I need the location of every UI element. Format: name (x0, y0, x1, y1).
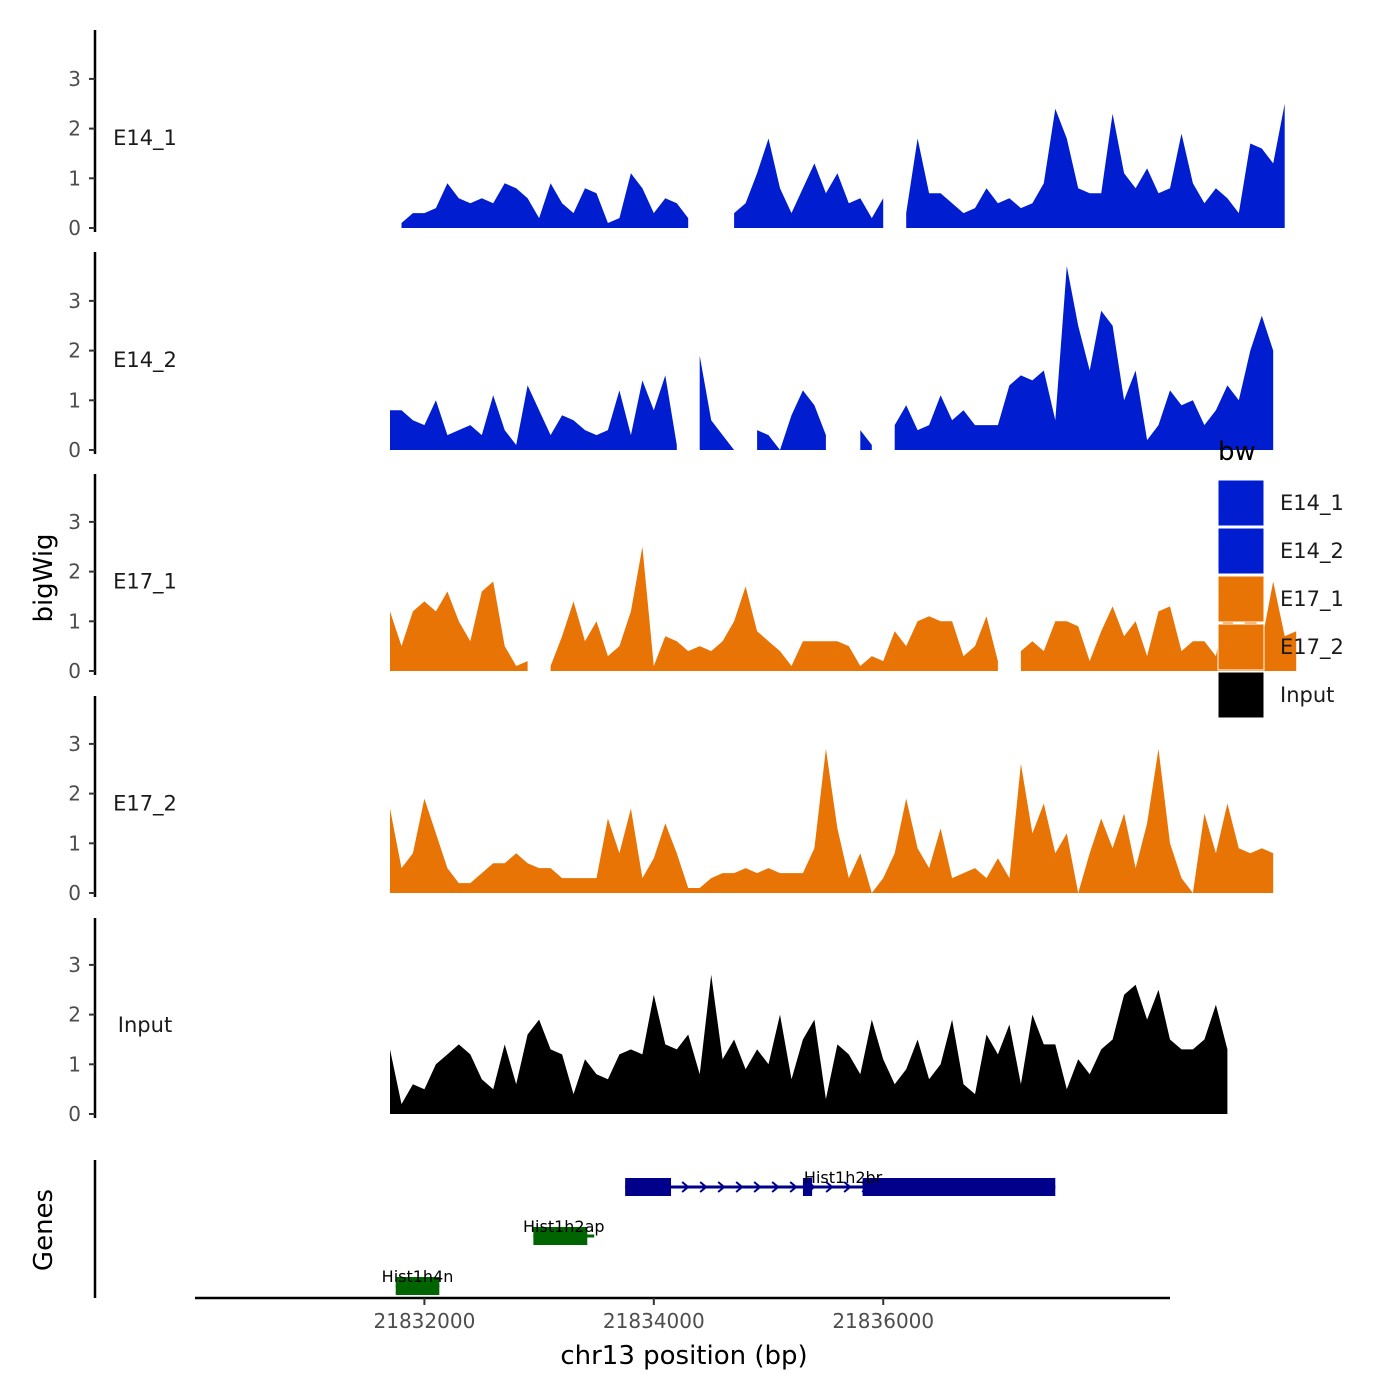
track-e14-1: 0 1 2 3 E14_1 (68, 30, 1285, 240)
x-tick-label-21832000: 21832000 (374, 1309, 476, 1333)
area-e14-2-segment-3 (860, 430, 872, 450)
strand-arrow-hist1h2br (843, 1181, 852, 1193)
y-tick-label-e14-1-3: 3 (68, 67, 81, 91)
y-tick-label-e14-1-0: 0 (68, 216, 81, 240)
legend-swatch-e17-1 (1217, 575, 1265, 623)
legend-label-e14-2: E14_2 (1280, 539, 1344, 564)
track-e17-2: 0 1 2 3 E17_2 (68, 696, 1274, 905)
strand-arrow-hist1h2br (789, 1181, 798, 1193)
area-e14-1-segment-1 (734, 138, 884, 228)
y-tick-label-input-3: 3 (68, 953, 81, 977)
legend-swatch-e14-1 (1217, 479, 1265, 527)
legend-swatch-e17-2 (1217, 623, 1265, 671)
track-label-e14-1: E14_1 (113, 126, 177, 151)
y-tick-label-e14-2-2: 2 (68, 339, 81, 363)
gene-label-hist1h4n: Hist1h4n (382, 1267, 454, 1286)
y-tick-label-input-2: 2 (68, 1003, 81, 1027)
area-e14-1-segment-0 (401, 173, 689, 228)
legend: bw E14_1 E14_2 E17_1 E17_2 Input (1217, 437, 1344, 719)
track-label-e14-2: E14_2 (113, 348, 177, 373)
genes-axis-title: Genes (29, 1189, 59, 1271)
genes-panel: Hist1h2br Hist1h2ap Hist1h4n (93, 1160, 1056, 1298)
exon-hist1h2ap-0 (533, 1227, 588, 1245)
strand-arrow-hist1h2br (771, 1181, 780, 1193)
y-axis-title: bigWig (29, 533, 59, 622)
y-tick-label-e17-1-2: 2 (68, 560, 81, 584)
exon-hist1h2br-2 (862, 1178, 1056, 1196)
area-e14-2-segment-2 (757, 390, 826, 450)
y-tick-label-e17-1-1: 1 (68, 609, 81, 633)
track-label-e17-1: E17_1 (113, 570, 177, 595)
y-tick-label-e17-2-0: 0 (68, 881, 81, 905)
y-tick-label-e14-1-1: 1 (68, 166, 81, 190)
x-axis: 21832000 21834000 21836000 (195, 1296, 1170, 1333)
area-e14-2-segment-1 (699, 355, 735, 450)
legend-title: bw (1218, 437, 1256, 467)
area-e17-2-segment-0 (390, 748, 1274, 893)
area-e14-2-segment-4 (894, 266, 1274, 450)
legend-label-input: Input (1280, 683, 1334, 707)
strand-arrow-hist1h2br (699, 1181, 708, 1193)
y-tick-label-e17-2-1: 1 (68, 831, 81, 855)
legend-swatch-input (1217, 671, 1265, 719)
coverage-tracks: 0 1 2 3 E14_1 0 1 2 3 E14_2 0 1 2 3 E17_1 0 1 2 3 E17_2 0 1 2 3… (68, 30, 1297, 1126)
gene-hist1h2br: Hist1h2br (625, 1168, 1056, 1196)
strand-arrow-hist1h2br (825, 1181, 834, 1193)
strand-arrow-hist1h2br (753, 1181, 762, 1193)
track-e14-2: 0 1 2 3 E14_2 (68, 252, 1274, 462)
y-tick-label-e17-1-3: 3 (68, 510, 81, 534)
gene-label-hist1h2ap: Hist1h2ap (523, 1217, 605, 1236)
y-tick-label-e14-2-3: 3 (68, 289, 81, 313)
track-input: 0 1 2 3 Input (68, 918, 1228, 1126)
area-e14-2-segment-0 (390, 375, 677, 450)
exon-hist1h2br-1 (802, 1178, 813, 1196)
y-tick-label-e14-1-2: 2 (68, 117, 81, 141)
exon-hist1h4n-0 (395, 1277, 440, 1295)
strand-arrow-hist1h2br (735, 1181, 744, 1193)
y-tick-label-e17-2-3: 3 (68, 732, 81, 756)
y-tick-label-e17-2-2: 2 (68, 782, 81, 806)
legend-swatch-e14-2 (1217, 527, 1265, 575)
area-e17-1-segment-1 (550, 546, 998, 671)
strand-arrow-hist1h2br (681, 1181, 690, 1193)
y-tick-label-input-0: 0 (68, 1102, 81, 1126)
exon-hist1h2br-0 (625, 1178, 672, 1196)
area-e14-1-segment-2 (906, 103, 1285, 228)
track-label-input: Input (118, 1013, 172, 1037)
y-tick-label-e17-1-0: 0 (68, 659, 81, 683)
legend-label-e17-2: E17_2 (1280, 635, 1344, 660)
x-axis-title: chr13 position (bp) (560, 1341, 807, 1371)
strand-arrow-hist1h2br (717, 1181, 726, 1193)
gene-hist1h4n: Hist1h4n (382, 1267, 454, 1295)
legend-label-e17-1: E17_1 (1280, 587, 1344, 612)
y-tick-label-input-1: 1 (68, 1052, 81, 1076)
area-input-segment-0 (390, 974, 1228, 1114)
x-tick-label-21836000: 21836000 (832, 1309, 934, 1333)
legend-label-e14-1: E14_1 (1280, 491, 1344, 516)
gene-hist1h2ap: Hist1h2ap (523, 1217, 605, 1245)
track-e17-1: 0 1 2 3 E17_1 (68, 474, 1297, 683)
gene-label-hist1h2br: Hist1h2br (804, 1168, 883, 1187)
area-e17-1-segment-0 (390, 581, 528, 671)
x-tick-label-21834000: 21834000 (603, 1309, 705, 1333)
y-tick-label-e14-2-1: 1 (68, 388, 81, 412)
track-label-e17-2: E17_2 (113, 792, 177, 817)
y-tick-label-e14-2-0: 0 (68, 438, 81, 462)
